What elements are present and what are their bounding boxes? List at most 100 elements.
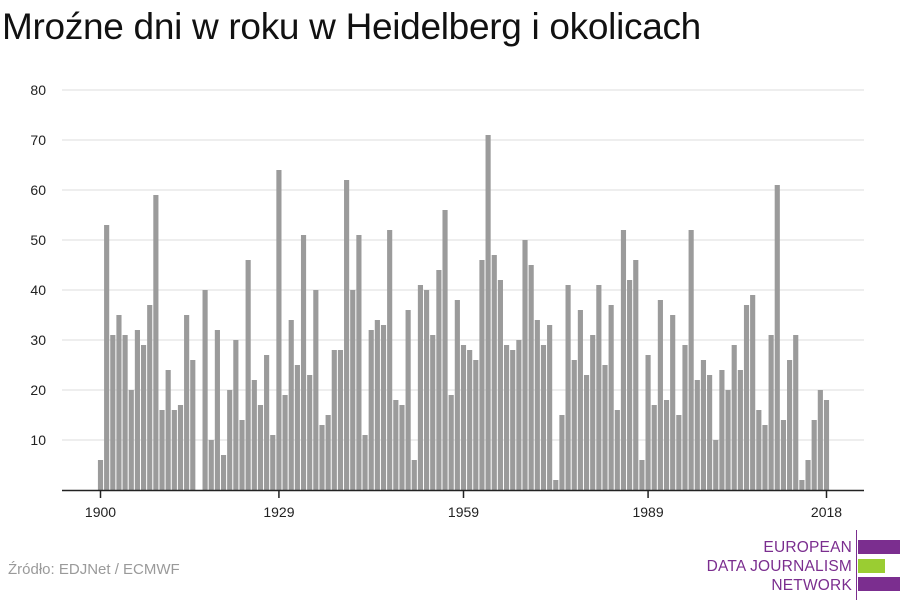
bar <box>220 455 227 490</box>
bar <box>688 230 694 490</box>
bars <box>97 135 830 490</box>
bar <box>405 310 411 490</box>
bar <box>448 395 454 490</box>
bar <box>325 415 331 490</box>
bar <box>731 345 737 490</box>
y-tick-label: 70 <box>30 132 46 148</box>
bar <box>245 260 251 490</box>
bar <box>787 360 793 490</box>
y-axis-labels: 10 20 30 40 50 60 70 80 <box>30 82 46 448</box>
bar <box>159 410 165 490</box>
bar <box>805 460 811 490</box>
y-tick-label: 60 <box>30 182 46 198</box>
logo-bar-purple-bottom <box>858 577 900 591</box>
bar <box>657 300 663 490</box>
bar <box>817 390 823 490</box>
bar <box>651 405 657 490</box>
bar <box>350 290 356 490</box>
bar <box>768 335 774 490</box>
bar <box>503 345 510 490</box>
bar <box>208 440 214 490</box>
y-tick-label: 50 <box>30 232 46 248</box>
bar <box>497 280 503 490</box>
bar <box>565 285 571 490</box>
x-tick-label: 2018 <box>811 504 842 520</box>
bar <box>282 395 288 490</box>
bar <box>719 370 725 490</box>
bar <box>694 380 700 490</box>
y-tick-label: 20 <box>30 382 46 398</box>
bar <box>737 370 743 490</box>
bar <box>485 135 491 490</box>
logo-bar-green <box>858 559 885 573</box>
bar <box>171 410 177 490</box>
logo-line-2: DATA JOURNALISM <box>706 558 852 575</box>
bar <box>811 420 817 490</box>
bar <box>184 315 190 490</box>
bar <box>780 420 787 490</box>
bar <box>276 170 282 490</box>
bar <box>294 365 300 490</box>
x-tick-label: 1959 <box>448 504 479 520</box>
bar <box>430 335 436 490</box>
bar <box>387 230 393 490</box>
bar <box>417 285 424 490</box>
bar <box>122 335 128 490</box>
bar <box>467 350 473 490</box>
bar <box>602 365 608 490</box>
bar <box>473 360 479 490</box>
bar <box>682 345 688 490</box>
bar <box>128 390 134 490</box>
chart-title: Mroźne dni w roku w Heidelberg i okolica… <box>2 6 701 47</box>
bar <box>707 375 713 490</box>
bar <box>516 340 522 490</box>
y-tick-label: 40 <box>30 282 46 298</box>
y-tick-label: 30 <box>30 332 46 348</box>
x-tick-label: 1929 <box>263 504 294 520</box>
edjnet-logo[interactable]: EUROPEAN DATA JOURNALISM NETWORK <box>700 530 900 600</box>
bar <box>368 330 374 490</box>
bar <box>534 320 540 490</box>
bar <box>583 375 590 490</box>
bar <box>596 285 602 490</box>
bar <box>762 425 768 490</box>
bar <box>700 360 707 490</box>
bar <box>134 330 140 490</box>
logo-line-1: EUROPEAN <box>763 539 852 556</box>
bar <box>663 400 670 490</box>
bar <box>239 420 245 490</box>
bar <box>676 415 682 490</box>
bar <box>528 265 534 490</box>
bar <box>233 340 239 490</box>
bar <box>337 350 344 490</box>
bar <box>380 325 387 490</box>
bar <box>590 335 596 490</box>
bar <box>202 290 208 490</box>
bar <box>442 210 448 490</box>
x-tick-label: 1900 <box>85 504 116 520</box>
bar <box>750 295 756 490</box>
y-tick-label: 10 <box>30 432 46 448</box>
bar <box>165 370 171 490</box>
bar <box>399 405 405 490</box>
logo-line-3: NETWORK <box>771 577 852 594</box>
bar <box>823 400 830 490</box>
bar <box>104 225 110 490</box>
logo-bar-purple-top <box>858 540 900 554</box>
bar <box>190 360 196 490</box>
x-axis-ticks: 1900 1929 1959 1989 2018 <box>85 490 842 520</box>
bar <box>214 330 220 490</box>
bar <box>608 305 614 490</box>
bar <box>454 300 460 490</box>
bar <box>251 380 257 490</box>
bar <box>331 350 337 490</box>
bar <box>799 480 805 490</box>
bar <box>633 260 639 490</box>
bar <box>97 460 104 490</box>
bar <box>313 290 319 490</box>
logo-divider <box>856 530 857 600</box>
bar <box>110 335 116 490</box>
bar <box>288 320 294 490</box>
bar <box>362 435 368 490</box>
